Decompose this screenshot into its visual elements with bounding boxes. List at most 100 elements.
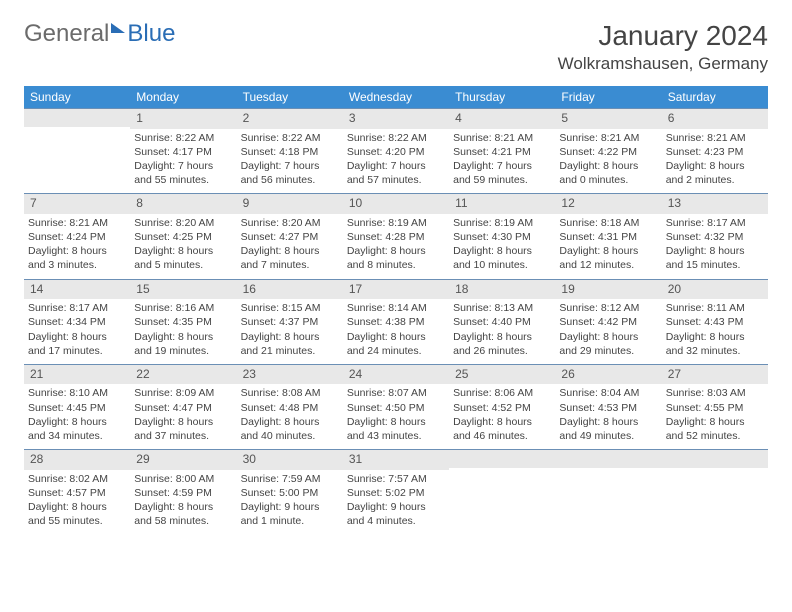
calendar-day-cell: 24Sunrise: 8:07 AMSunset: 4:50 PMDayligh…: [343, 364, 449, 449]
calendar-day-cell: 23Sunrise: 8:08 AMSunset: 4:48 PMDayligh…: [237, 364, 343, 449]
sunrise-text: Sunrise: 8:09 AM: [134, 386, 232, 400]
sunrise-text: Sunrise: 8:17 AM: [666, 216, 764, 230]
sunset-text: Sunset: 4:32 PM: [666, 230, 764, 244]
daylight-text: Daylight: 9 hours and 1 minute.: [241, 500, 339, 528]
day-body: Sunrise: 8:10 AMSunset: 4:45 PMDaylight:…: [24, 384, 130, 449]
day-body: [662, 468, 768, 526]
logo-text-blue: Blue: [127, 20, 175, 48]
day-number: 18: [449, 280, 555, 300]
sunrise-text: Sunrise: 8:16 AM: [134, 301, 232, 315]
day-number: 4: [449, 109, 555, 129]
daylight-text: Daylight: 8 hours and 37 minutes.: [134, 415, 232, 443]
daylight-text: Daylight: 8 hours and 58 minutes.: [134, 500, 232, 528]
calendar-table: Sunday Monday Tuesday Wednesday Thursday…: [24, 86, 768, 534]
day-number: 15: [130, 280, 236, 300]
sunset-text: Sunset: 4:40 PM: [453, 315, 551, 329]
logo-text-general: General: [24, 20, 109, 48]
day-body: Sunrise: 8:19 AMSunset: 4:28 PMDaylight:…: [343, 214, 449, 279]
sunrise-text: Sunrise: 8:07 AM: [347, 386, 445, 400]
day-number: [662, 450, 768, 468]
day-body: Sunrise: 8:19 AMSunset: 4:30 PMDaylight:…: [449, 214, 555, 279]
day-body: Sunrise: 8:13 AMSunset: 4:40 PMDaylight:…: [449, 299, 555, 364]
sunset-text: Sunset: 4:35 PM: [134, 315, 232, 329]
calendar-day-cell: 15Sunrise: 8:16 AMSunset: 4:35 PMDayligh…: [130, 279, 236, 364]
sunrise-text: Sunrise: 7:59 AM: [241, 472, 339, 486]
day-body: Sunrise: 8:07 AMSunset: 4:50 PMDaylight:…: [343, 384, 449, 449]
day-number: 21: [24, 365, 130, 385]
weekday-header-row: Sunday Monday Tuesday Wednesday Thursday…: [24, 86, 768, 109]
day-number: 2: [237, 109, 343, 129]
weekday-header: Monday: [130, 86, 236, 109]
sunrise-text: Sunrise: 8:04 AM: [559, 386, 657, 400]
daylight-text: Daylight: 8 hours and 3 minutes.: [28, 244, 126, 272]
sunset-text: Sunset: 4:18 PM: [241, 145, 339, 159]
daylight-text: Daylight: 7 hours and 59 minutes.: [453, 159, 551, 187]
sunrise-text: Sunrise: 8:06 AM: [453, 386, 551, 400]
calendar-day-cell: 26Sunrise: 8:04 AMSunset: 4:53 PMDayligh…: [555, 364, 661, 449]
sunrise-text: Sunrise: 8:13 AM: [453, 301, 551, 315]
sunrise-text: Sunrise: 8:00 AM: [134, 472, 232, 486]
sunset-text: Sunset: 4:42 PM: [559, 315, 657, 329]
daylight-text: Daylight: 8 hours and 0 minutes.: [559, 159, 657, 187]
sunrise-text: Sunrise: 8:11 AM: [666, 301, 764, 315]
calendar-day-cell: [449, 450, 555, 535]
day-body: Sunrise: 8:16 AMSunset: 4:35 PMDaylight:…: [130, 299, 236, 364]
sunset-text: Sunset: 4:45 PM: [28, 401, 126, 415]
calendar-week-row: 7Sunrise: 8:21 AMSunset: 4:24 PMDaylight…: [24, 194, 768, 279]
daylight-text: Daylight: 8 hours and 43 minutes.: [347, 415, 445, 443]
day-number: 26: [555, 365, 661, 385]
daylight-text: Daylight: 8 hours and 49 minutes.: [559, 415, 657, 443]
weekday-header: Tuesday: [237, 86, 343, 109]
sunset-text: Sunset: 4:50 PM: [347, 401, 445, 415]
day-number: 25: [449, 365, 555, 385]
calendar-day-cell: 19Sunrise: 8:12 AMSunset: 4:42 PMDayligh…: [555, 279, 661, 364]
sunrise-text: Sunrise: 8:20 AM: [134, 216, 232, 230]
sunset-text: Sunset: 4:52 PM: [453, 401, 551, 415]
sunset-text: Sunset: 4:23 PM: [666, 145, 764, 159]
calendar-week-row: 28Sunrise: 8:02 AMSunset: 4:57 PMDayligh…: [24, 450, 768, 535]
weekday-header: Sunday: [24, 86, 130, 109]
sunrise-text: Sunrise: 7:57 AM: [347, 472, 445, 486]
sunrise-text: Sunrise: 8:10 AM: [28, 386, 126, 400]
daylight-text: Daylight: 8 hours and 12 minutes.: [559, 244, 657, 272]
weekday-header: Thursday: [449, 86, 555, 109]
calendar-day-cell: 10Sunrise: 8:19 AMSunset: 4:28 PMDayligh…: [343, 194, 449, 279]
sunrise-text: Sunrise: 8:22 AM: [134, 131, 232, 145]
day-number: 20: [662, 280, 768, 300]
sunrise-text: Sunrise: 8:17 AM: [28, 301, 126, 315]
calendar-day-cell: 7Sunrise: 8:21 AMSunset: 4:24 PMDaylight…: [24, 194, 130, 279]
sunrise-text: Sunrise: 8:21 AM: [28, 216, 126, 230]
calendar-day-cell: 28Sunrise: 8:02 AMSunset: 4:57 PMDayligh…: [24, 450, 130, 535]
sunset-text: Sunset: 4:37 PM: [241, 315, 339, 329]
day-number: 8: [130, 194, 236, 214]
calendar-week-row: 1Sunrise: 8:22 AMSunset: 4:17 PMDaylight…: [24, 109, 768, 194]
day-body: Sunrise: 8:17 AMSunset: 4:34 PMDaylight:…: [24, 299, 130, 364]
sunrise-text: Sunrise: 8:22 AM: [347, 131, 445, 145]
sunset-text: Sunset: 4:31 PM: [559, 230, 657, 244]
sunrise-text: Sunrise: 8:19 AM: [453, 216, 551, 230]
day-body: Sunrise: 8:04 AMSunset: 4:53 PMDaylight:…: [555, 384, 661, 449]
calendar-day-cell: 17Sunrise: 8:14 AMSunset: 4:38 PMDayligh…: [343, 279, 449, 364]
calendar-day-cell: 29Sunrise: 8:00 AMSunset: 4:59 PMDayligh…: [130, 450, 236, 535]
day-number: 22: [130, 365, 236, 385]
location-subtitle: Wolkramshausen, Germany: [558, 54, 768, 74]
calendar-day-cell: 9Sunrise: 8:20 AMSunset: 4:27 PMDaylight…: [237, 194, 343, 279]
day-number: 1: [130, 109, 236, 129]
calendar-day-cell: 22Sunrise: 8:09 AMSunset: 4:47 PMDayligh…: [130, 364, 236, 449]
daylight-text: Daylight: 8 hours and 10 minutes.: [453, 244, 551, 272]
sunset-text: Sunset: 5:00 PM: [241, 486, 339, 500]
day-number: 14: [24, 280, 130, 300]
daylight-text: Daylight: 8 hours and 34 minutes.: [28, 415, 126, 443]
sunrise-text: Sunrise: 8:14 AM: [347, 301, 445, 315]
daylight-text: Daylight: 8 hours and 40 minutes.: [241, 415, 339, 443]
calendar-day-cell: 11Sunrise: 8:19 AMSunset: 4:30 PMDayligh…: [449, 194, 555, 279]
daylight-text: Daylight: 9 hours and 4 minutes.: [347, 500, 445, 528]
day-body: Sunrise: 8:15 AMSunset: 4:37 PMDaylight:…: [237, 299, 343, 364]
sunrise-text: Sunrise: 8:19 AM: [347, 216, 445, 230]
day-body: [24, 127, 130, 185]
weekday-header: Friday: [555, 86, 661, 109]
page-title: January 2024: [558, 20, 768, 52]
day-body: Sunrise: 8:21 AMSunset: 4:22 PMDaylight:…: [555, 129, 661, 194]
day-number: 16: [237, 280, 343, 300]
day-body: Sunrise: 8:00 AMSunset: 4:59 PMDaylight:…: [130, 470, 236, 535]
